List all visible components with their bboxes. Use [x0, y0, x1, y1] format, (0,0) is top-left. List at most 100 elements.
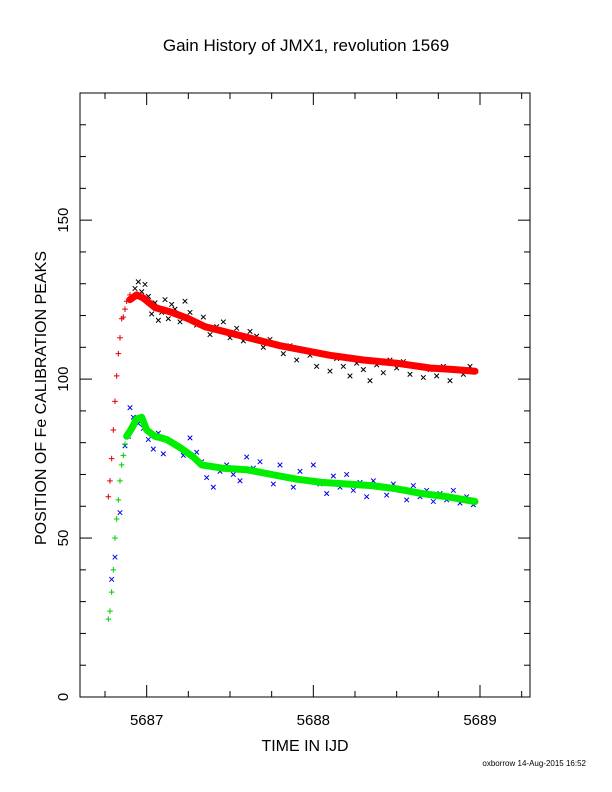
data-point — [420, 374, 426, 381]
data-point — [117, 509, 123, 516]
data-point — [450, 487, 456, 494]
data-point — [122, 441, 128, 448]
data-point — [112, 535, 118, 541]
y-tick-label: 150 — [55, 208, 72, 233]
data-point — [162, 296, 168, 303]
data-point — [277, 462, 283, 468]
y-tick-label: 0 — [55, 693, 72, 701]
series-line — [123, 413, 479, 505]
y-tick-label: 100 — [55, 367, 72, 392]
data-point — [204, 474, 210, 481]
data-point — [149, 311, 155, 317]
data-point — [108, 455, 115, 462]
plot-frame — [79, 92, 531, 698]
data-point — [330, 473, 336, 479]
chart-title: Gain History of JMX1, revolution 1569 — [162, 36, 450, 55]
data-point — [344, 471, 350, 478]
data-point — [107, 608, 113, 614]
data-point — [108, 589, 115, 595]
data-point — [112, 554, 118, 560]
series-2 — [126, 291, 479, 375]
data-point — [150, 446, 156, 452]
data-point — [270, 481, 276, 487]
data-point — [260, 344, 266, 350]
data-point — [135, 279, 141, 285]
data-point — [187, 435, 193, 441]
axis-tick-labels: 5687 5688 5689 0 50 100 150 — [55, 208, 497, 729]
data-point — [155, 317, 161, 323]
data-point — [220, 319, 226, 325]
data-point — [117, 334, 123, 341]
data-point — [314, 363, 320, 370]
data-point — [364, 494, 370, 500]
data-point — [165, 316, 171, 322]
data-point — [145, 436, 151, 443]
data-point — [200, 314, 206, 320]
data-point — [118, 462, 125, 468]
series-1 — [105, 292, 133, 500]
data-point — [230, 471, 236, 478]
data-point — [347, 373, 353, 379]
data-point — [120, 314, 127, 320]
data-point — [113, 516, 120, 522]
axis-ticks — [80, 92, 530, 698]
data-point — [169, 301, 175, 308]
data-point — [257, 459, 263, 465]
data-point — [112, 398, 118, 405]
data-point — [297, 468, 303, 474]
data-point — [310, 462, 316, 468]
data-point — [122, 306, 128, 312]
series-5 — [123, 413, 479, 505]
data-point — [234, 325, 240, 331]
data-point — [142, 281, 148, 288]
data-point — [109, 576, 115, 583]
data-point — [120, 452, 127, 459]
data-point — [294, 357, 300, 363]
data-point — [115, 350, 122, 357]
data-point — [127, 405, 133, 411]
x-tick-label: 5689 — [463, 712, 496, 729]
x-tick-label: 5687 — [130, 712, 163, 729]
data-point — [182, 298, 188, 304]
footer-timestamp: oxborrow 14-Aug-2015 16:52 — [482, 759, 586, 768]
data-point — [350, 487, 356, 494]
data-point — [340, 363, 346, 370]
data-marks — [105, 279, 479, 622]
data-point — [327, 368, 333, 374]
data-point — [290, 484, 296, 490]
series-4 — [105, 433, 130, 622]
data-point — [324, 490, 330, 497]
data-point — [132, 285, 138, 292]
data-point — [113, 373, 120, 379]
data-point — [105, 493, 112, 500]
data-point — [447, 378, 453, 384]
y-tick-label: 50 — [55, 530, 72, 547]
data-point — [105, 616, 112, 622]
data-point — [177, 319, 183, 325]
data-point — [404, 497, 410, 503]
data-point — [210, 484, 216, 490]
data-point — [187, 309, 193, 316]
series-line — [126, 291, 479, 375]
data-point — [107, 478, 113, 484]
x-tick-label: 5688 — [297, 712, 330, 729]
data-point — [244, 454, 250, 460]
data-point — [237, 478, 243, 484]
data-point — [194, 449, 200, 455]
data-point — [380, 370, 386, 376]
data-point — [367, 378, 373, 384]
data-point — [410, 482, 416, 489]
data-point — [160, 451, 166, 457]
data-point — [115, 497, 122, 503]
y-axis-label: POSITION OF Fe CALIBRATION PEAKS — [33, 251, 50, 545]
data-point — [110, 567, 117, 573]
x-axis-label: TIME IN IJD — [261, 738, 349, 755]
data-point — [247, 328, 253, 335]
data-point — [434, 373, 440, 379]
data-point — [117, 478, 123, 484]
data-point — [207, 331, 213, 338]
data-point — [110, 427, 117, 433]
data-point — [360, 366, 366, 373]
data-point — [407, 371, 413, 377]
